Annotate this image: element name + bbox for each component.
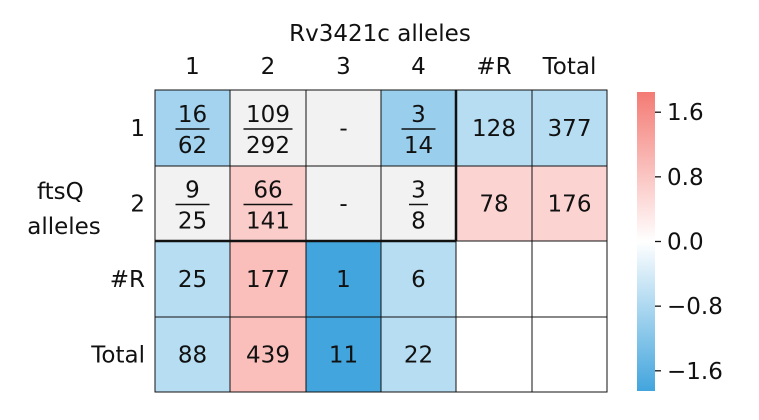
- heatmap-cell: 25: [154, 240, 231, 318]
- cell-background: [380, 240, 457, 318]
- cell-background: [455, 240, 533, 318]
- row-axis-label: ftsQ alleles: [27, 179, 101, 240]
- cell-background: [154, 316, 231, 393]
- row-label: #R: [110, 267, 145, 293]
- column-label: 3: [336, 54, 351, 80]
- row-axis-label-line-2: alleles: [27, 214, 101, 240]
- cell-background: [154, 89, 231, 167]
- colorbar-tick-label: 1.6: [667, 100, 704, 126]
- heatmap-cell: 176: [531, 165, 608, 242]
- cell-background: [380, 165, 457, 242]
- row-axis-label-line-1: ftsQ: [37, 179, 84, 205]
- row-labels: 1 2 #R Total: [90, 116, 145, 369]
- cell-numerator: 109: [246, 102, 290, 128]
- heatmap-cell: 11: [305, 316, 382, 393]
- column-label: 4: [411, 54, 426, 80]
- heatmap-cell: -: [305, 165, 382, 242]
- cell-background: [455, 316, 533, 393]
- cell-denominator: 141: [246, 209, 290, 235]
- heatmap-cell: 1: [305, 240, 382, 318]
- heatmap-cell: 6: [380, 240, 457, 318]
- colorbar-tick-label: 0.8: [667, 165, 704, 191]
- cell-background: [455, 165, 533, 242]
- cell-denominator: 62: [178, 133, 207, 159]
- cell-background: [229, 165, 307, 242]
- cell-background: [229, 316, 307, 393]
- cell-value: -: [339, 116, 347, 142]
- cell-value: 11: [329, 343, 358, 369]
- column-label: #R: [476, 54, 511, 80]
- cell-background: [531, 89, 608, 167]
- cell-background: [305, 89, 382, 167]
- cell-value: 177: [246, 267, 290, 293]
- cell-background: [531, 240, 608, 318]
- cell-background: [380, 89, 457, 167]
- cell-value: 22: [404, 343, 433, 369]
- heatmap-cell: [455, 240, 533, 318]
- cell-value: 439: [246, 343, 290, 369]
- cell-value: 377: [548, 116, 592, 142]
- cell-value: 78: [479, 192, 508, 218]
- cell-numerator: 9: [185, 178, 200, 204]
- cell-value: 128: [472, 116, 516, 142]
- heatmap-cell: 377: [531, 89, 608, 167]
- row-label: Total: [90, 343, 145, 369]
- heatmap-cell: 314: [380, 89, 457, 167]
- heatmap-cell: 925: [154, 165, 231, 242]
- colorbar-gradient: [637, 92, 655, 391]
- colorbar-tick-label: −0.8: [667, 294, 723, 320]
- cell-background: [229, 240, 307, 318]
- heatmap-cell: [455, 316, 533, 393]
- cell-background: [531, 316, 608, 393]
- cell-value: 176: [548, 192, 592, 218]
- colorbar-ticks: 1.6 0.8 0.0 −0.8 −1.6: [655, 100, 723, 385]
- cell-background: [380, 316, 457, 393]
- column-label: Total: [542, 54, 597, 80]
- heatmap-cell: -: [305, 89, 382, 167]
- cell-numerator: 3: [411, 102, 426, 128]
- cell-background: [154, 165, 231, 242]
- column-label: 1: [185, 54, 200, 80]
- cell-value: 25: [178, 267, 207, 293]
- colorbar-tick-label: −1.6: [667, 359, 723, 385]
- heatmap-cell: 439: [229, 316, 307, 393]
- chart-title: Rv3421c alleles: [289, 21, 471, 47]
- heatmap-cell: 78: [455, 165, 533, 242]
- cell-background: [531, 165, 608, 242]
- cell-value: -: [339, 192, 347, 218]
- heatmap-cell: 22: [380, 316, 457, 393]
- cell-numerator: 3: [411, 178, 426, 204]
- heatmap-cell: 38: [380, 165, 457, 242]
- cell-numerator: 66: [253, 178, 282, 204]
- cell-background: [229, 89, 307, 167]
- row-label: 1: [130, 116, 145, 142]
- cell-numerator: 16: [178, 102, 207, 128]
- cell-denominator: 25: [178, 209, 207, 235]
- column-labels: 1 2 3 4 #R Total: [185, 54, 596, 80]
- heatmap-cell: 177: [229, 240, 307, 318]
- cell-value: 1: [336, 267, 351, 293]
- colorbar: 1.6 0.8 0.0 −0.8 −1.6: [637, 92, 723, 391]
- heatmap-separators: [155, 90, 458, 243]
- cell-value: 6: [411, 267, 426, 293]
- heatmap-cell: [531, 316, 608, 393]
- cell-denominator: 8: [411, 209, 426, 235]
- cell-value: 88: [178, 343, 207, 369]
- row-label: 2: [130, 192, 145, 218]
- cell-background: [154, 240, 231, 318]
- heatmap-cell: [531, 240, 608, 318]
- column-label: 2: [261, 54, 276, 80]
- colorbar-tick-label: 0.0: [667, 230, 704, 256]
- heatmap-cell: 88: [154, 316, 231, 393]
- cell-background: [305, 316, 382, 393]
- heatmap-cell: 128: [455, 89, 533, 167]
- cell-denominator: 14: [404, 133, 433, 159]
- cell-denominator: 292: [246, 133, 290, 159]
